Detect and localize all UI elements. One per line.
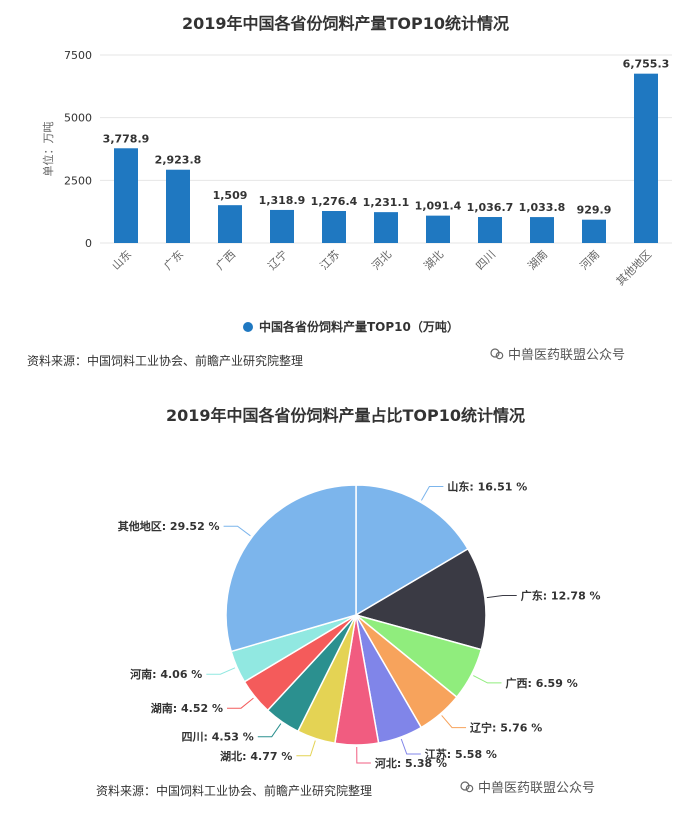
y-axis-label: 单位：万吨 xyxy=(41,122,55,177)
pie-chart: 山东: 16.51 % 广东: 12.78 % 广西: 6.59 % 辽宁: 5.76… xyxy=(118,479,601,770)
x-tick-label: 广西 xyxy=(213,248,238,273)
bar xyxy=(322,211,346,243)
bar xyxy=(530,217,554,243)
bar-value-label: 6,755.3 xyxy=(623,58,670,71)
x-tick-label: 辽宁 xyxy=(265,247,290,272)
pie-slice-label: 辽宁: 5.76 % xyxy=(470,721,542,735)
bar xyxy=(634,73,658,243)
panel-divider xyxy=(0,383,691,392)
bar-chart-panel: 2019年中国各省份饲料产量TOP10统计情况 单位：万吨 0 2500 5000 75… xyxy=(0,0,691,383)
watermark-text: 中兽医药联盟公众号 xyxy=(478,781,596,796)
pie-leader-line xyxy=(421,485,444,501)
x-tick-label: 湖北 xyxy=(421,248,446,273)
pie-slice-label: 其他地区: 29.52 % xyxy=(118,519,220,533)
pie-slice-label: 山东: 16.51 % xyxy=(447,479,527,493)
pie-slice-label: 四川: 4.53 % xyxy=(182,731,254,744)
bar xyxy=(218,205,242,243)
pie-source-note: 资料来源：中国饲料工业协会、前瞻产业研究院整理 xyxy=(96,784,373,798)
bar-value-label: 1,091.4 xyxy=(415,200,462,213)
pie-slice-label: 河南: 4.06 % xyxy=(130,667,202,681)
pie-slice xyxy=(355,484,469,617)
x-tick-label: 江苏 xyxy=(317,248,342,273)
x-tick-label: 其他地区 xyxy=(614,248,654,288)
bar-value-label: 1,036.7 xyxy=(467,201,514,214)
pie-slice xyxy=(225,484,357,653)
bar-value-label: 929.9 xyxy=(577,204,612,217)
pie-leader-line xyxy=(356,746,371,764)
x-tick-label: 河北 xyxy=(369,248,394,273)
bar xyxy=(166,169,190,243)
pie-leader-line xyxy=(400,738,421,755)
bar-chart: 单位：万吨 0 2500 5000 7500 3,778.9 山东 2,923.8 广东 1,50… xyxy=(41,49,672,288)
watermark-top: 中兽医药联盟公众号 xyxy=(490,344,625,363)
bar-source-note: 资料来源：中国饲料工业协会、前瞻产业研究院整理 xyxy=(27,354,304,368)
bar xyxy=(374,212,398,243)
pie-leader-line xyxy=(441,715,467,729)
pie-slice-label: 河北: 5.38 % xyxy=(375,756,447,770)
bar-value-label: 1,033.8 xyxy=(519,201,566,214)
x-tick-label: 河南 xyxy=(577,248,602,273)
pie-chart-title: 2019年中国各省份饲料产量占比TOP10统计情况 xyxy=(165,406,526,425)
pie-slice-label: 湖南: 4.52 % xyxy=(151,701,223,715)
x-tick-label: 湖南 xyxy=(525,248,550,273)
watermark-text: 中兽医药联盟公众号 xyxy=(508,348,626,363)
pie-leader-line xyxy=(206,667,236,675)
x-tick-label: 四川 xyxy=(473,248,498,273)
pie-slice-label: 湖北: 4.77 % xyxy=(220,749,292,763)
pie-slice-label: 江苏: 5.58 % xyxy=(425,747,497,761)
bar-value-label: 1,276.4 xyxy=(311,195,358,208)
bar-value-label: 1,318.9 xyxy=(259,194,306,207)
bar-value-label: 2,923.8 xyxy=(155,154,202,167)
bar-value-label: 1,509 xyxy=(213,189,248,202)
wechat-icon xyxy=(460,781,474,793)
bar xyxy=(426,215,450,243)
pie-leader-line xyxy=(473,675,502,684)
pie-leader-line xyxy=(296,740,316,757)
wechat-icon xyxy=(490,348,504,360)
bar-value-label: 3,778.9 xyxy=(103,132,150,145)
x-tick-label: 广东 xyxy=(161,248,186,273)
pie-slice-label: 广西: 6.59 % xyxy=(506,676,578,690)
bar-value-label: 1,231.1 xyxy=(363,196,410,209)
legend-marker xyxy=(243,322,253,332)
y-tick-label: 2500 xyxy=(64,174,92,187)
y-tick-label: 0 xyxy=(85,237,92,250)
legend-label: 中国各省份饲料产量TOP10（万吨） xyxy=(259,320,459,334)
pie-leader-line xyxy=(257,723,282,738)
x-tick-label: 山东 xyxy=(109,248,134,273)
bar-chart-title: 2019年中国各省份饲料产量TOP10统计情况 xyxy=(181,14,510,33)
pie-leader-line xyxy=(486,595,517,599)
pie-slice xyxy=(354,547,487,651)
bar-legend: 中国各省份饲料产量TOP10（万吨） xyxy=(243,318,459,335)
watermark-bottom: 中兽医药联盟公众号 xyxy=(460,777,595,796)
y-tick-label: 5000 xyxy=(64,112,92,125)
pie-leader-line xyxy=(223,525,251,537)
pie-leader-line xyxy=(227,697,254,709)
bar xyxy=(270,209,294,243)
y-tick-label: 7500 xyxy=(64,49,92,62)
pie-slice-label: 广东: 12.78 % xyxy=(521,589,601,603)
pie-chart-panel: 2019年中国各省份饲料产量占比TOP10统计情况 山东: 16.51 % 广东:… xyxy=(0,392,691,817)
bar xyxy=(478,217,502,243)
bar xyxy=(114,148,138,243)
bar xyxy=(582,219,606,243)
